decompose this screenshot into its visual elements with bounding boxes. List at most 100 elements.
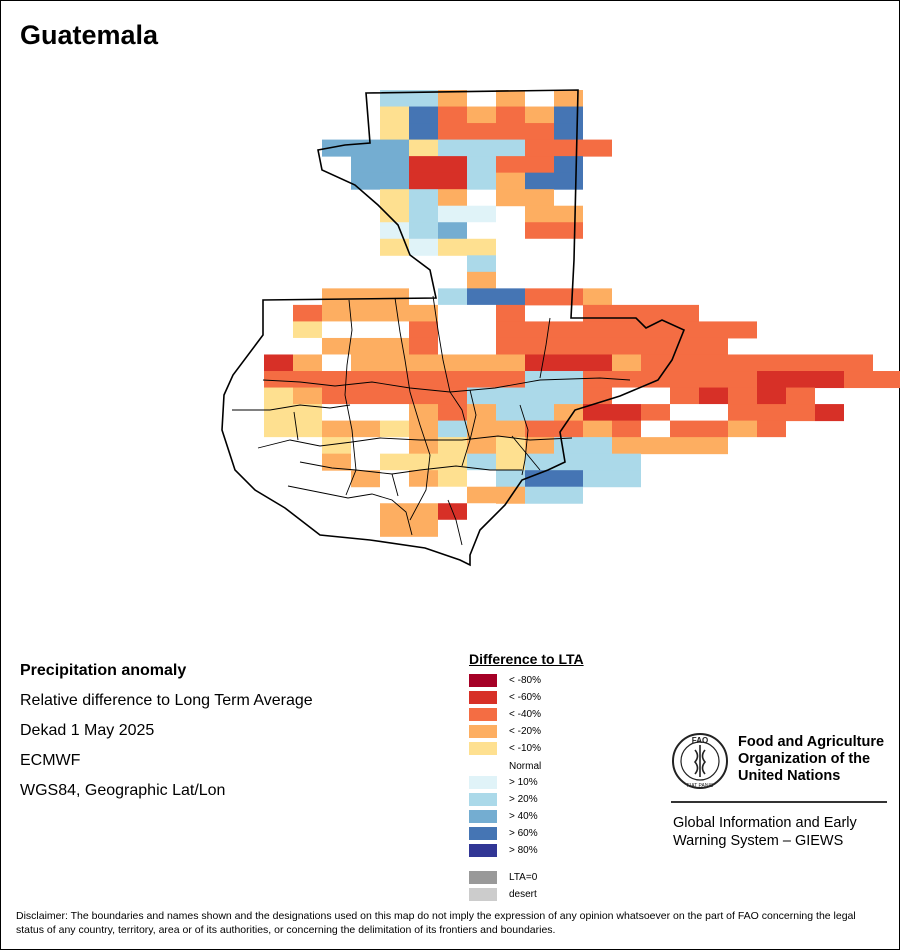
grid-cell bbox=[554, 288, 583, 306]
grid-cell bbox=[322, 337, 351, 355]
grid-cell bbox=[612, 354, 641, 372]
grid-cell bbox=[322, 387, 351, 405]
grid-cell bbox=[467, 123, 496, 141]
grid-cell bbox=[699, 371, 728, 389]
grid-cell bbox=[612, 453, 641, 471]
grid-cell bbox=[728, 321, 757, 339]
grid-cell bbox=[264, 404, 293, 422]
grid-cell bbox=[409, 437, 438, 455]
grid-cell bbox=[293, 420, 322, 438]
fao-emblem-icon: FAO FIAT PANIS bbox=[672, 733, 728, 789]
grid-cell bbox=[670, 304, 699, 322]
grid-cell bbox=[322, 371, 351, 389]
grid-cell bbox=[496, 123, 525, 141]
org-divider bbox=[671, 801, 887, 803]
grid-cell bbox=[409, 222, 438, 240]
grid-cell bbox=[525, 139, 554, 157]
grid-cell bbox=[554, 321, 583, 339]
grid-cell bbox=[438, 354, 467, 372]
admin-boundaries bbox=[232, 295, 631, 546]
grid-cell bbox=[438, 139, 467, 157]
grid-cell bbox=[380, 222, 409, 240]
giews-line-2: Warning System – GIEWS bbox=[673, 833, 844, 849]
grid-cell bbox=[380, 470, 409, 488]
grid-cell bbox=[380, 337, 409, 355]
grid-cell bbox=[699, 321, 728, 339]
grid-cell bbox=[844, 371, 873, 389]
grid-cell bbox=[496, 321, 525, 339]
grid-cell bbox=[380, 371, 409, 389]
grid-cell bbox=[699, 354, 728, 372]
grid-cell bbox=[641, 420, 670, 438]
anomaly-map bbox=[221, 89, 900, 567]
grid-cell bbox=[467, 139, 496, 157]
legend-label-w80: > 80% bbox=[509, 844, 538, 856]
grid-cell bbox=[612, 470, 641, 488]
grid-cell bbox=[438, 437, 467, 455]
grid-cell bbox=[409, 205, 438, 223]
grid-cell bbox=[641, 337, 670, 355]
grid-cell bbox=[467, 437, 496, 455]
grid-cell bbox=[467, 420, 496, 438]
grid-cell bbox=[467, 486, 496, 504]
grid-cell bbox=[322, 321, 351, 339]
grid-cell bbox=[467, 470, 496, 488]
legend-swatch-desert bbox=[469, 887, 497, 901]
grid-cell bbox=[670, 437, 699, 455]
grid-cell bbox=[525, 255, 554, 273]
grid-cell bbox=[525, 238, 554, 256]
grid-cell bbox=[525, 453, 554, 471]
grid-cell bbox=[670, 371, 699, 389]
grid-cell bbox=[467, 321, 496, 339]
grid-cell bbox=[438, 189, 467, 207]
grid-cell bbox=[293, 453, 322, 471]
grid-cell bbox=[322, 288, 351, 306]
grid-cell bbox=[583, 337, 612, 355]
grid-cell bbox=[438, 337, 467, 355]
grid-cell bbox=[670, 420, 699, 438]
legend-item-n: Normal bbox=[469, 759, 541, 773]
grid-cell bbox=[525, 288, 554, 306]
grid-cell bbox=[525, 189, 554, 207]
grid-cell bbox=[525, 387, 554, 405]
grid-cell bbox=[554, 486, 583, 504]
legend-swatch-w80 bbox=[469, 843, 497, 857]
grid-cell bbox=[583, 453, 612, 471]
grid-cell bbox=[264, 371, 293, 389]
grid-cell bbox=[554, 106, 583, 124]
grid-cell bbox=[525, 106, 554, 124]
grid-cell bbox=[380, 156, 409, 174]
legend-label-w60: > 60% bbox=[509, 827, 538, 839]
grid-cell bbox=[409, 470, 438, 488]
grid-cell bbox=[467, 156, 496, 174]
grid-cell bbox=[351, 470, 380, 488]
grid-cell bbox=[525, 205, 554, 223]
grid-cell bbox=[380, 205, 409, 223]
info-line-2: Dekad 1 May 2025 bbox=[20, 722, 155, 739]
grid-cell bbox=[380, 453, 409, 471]
grid-cell bbox=[699, 404, 728, 422]
info-heading: Precipitation anomaly bbox=[20, 662, 187, 679]
grid-cell bbox=[293, 304, 322, 322]
legend-item-d20: < -20% bbox=[469, 724, 541, 738]
grid-cell bbox=[264, 354, 293, 372]
grid-cell bbox=[525, 172, 554, 190]
grid-cell bbox=[641, 321, 670, 339]
grid-cell bbox=[409, 304, 438, 322]
grid-cell bbox=[438, 404, 467, 422]
legend-swatch-d40 bbox=[469, 707, 497, 721]
grid-cell bbox=[409, 123, 438, 141]
legend-label-d60: < -60% bbox=[509, 691, 541, 703]
grid-cell bbox=[322, 304, 351, 322]
grid-cell bbox=[438, 519, 467, 537]
legend-item-d40: < -40% bbox=[469, 707, 541, 721]
grid-cell bbox=[409, 189, 438, 207]
emblem-motto: FIAT PANIS bbox=[687, 783, 714, 789]
grid-cell bbox=[612, 337, 641, 355]
legend-label-d20: < -20% bbox=[509, 725, 541, 737]
grid-cell bbox=[438, 205, 467, 223]
grid-cell bbox=[670, 337, 699, 355]
grid-cell bbox=[699, 337, 728, 355]
grid-cell bbox=[757, 371, 786, 389]
grid-cell bbox=[554, 238, 583, 256]
